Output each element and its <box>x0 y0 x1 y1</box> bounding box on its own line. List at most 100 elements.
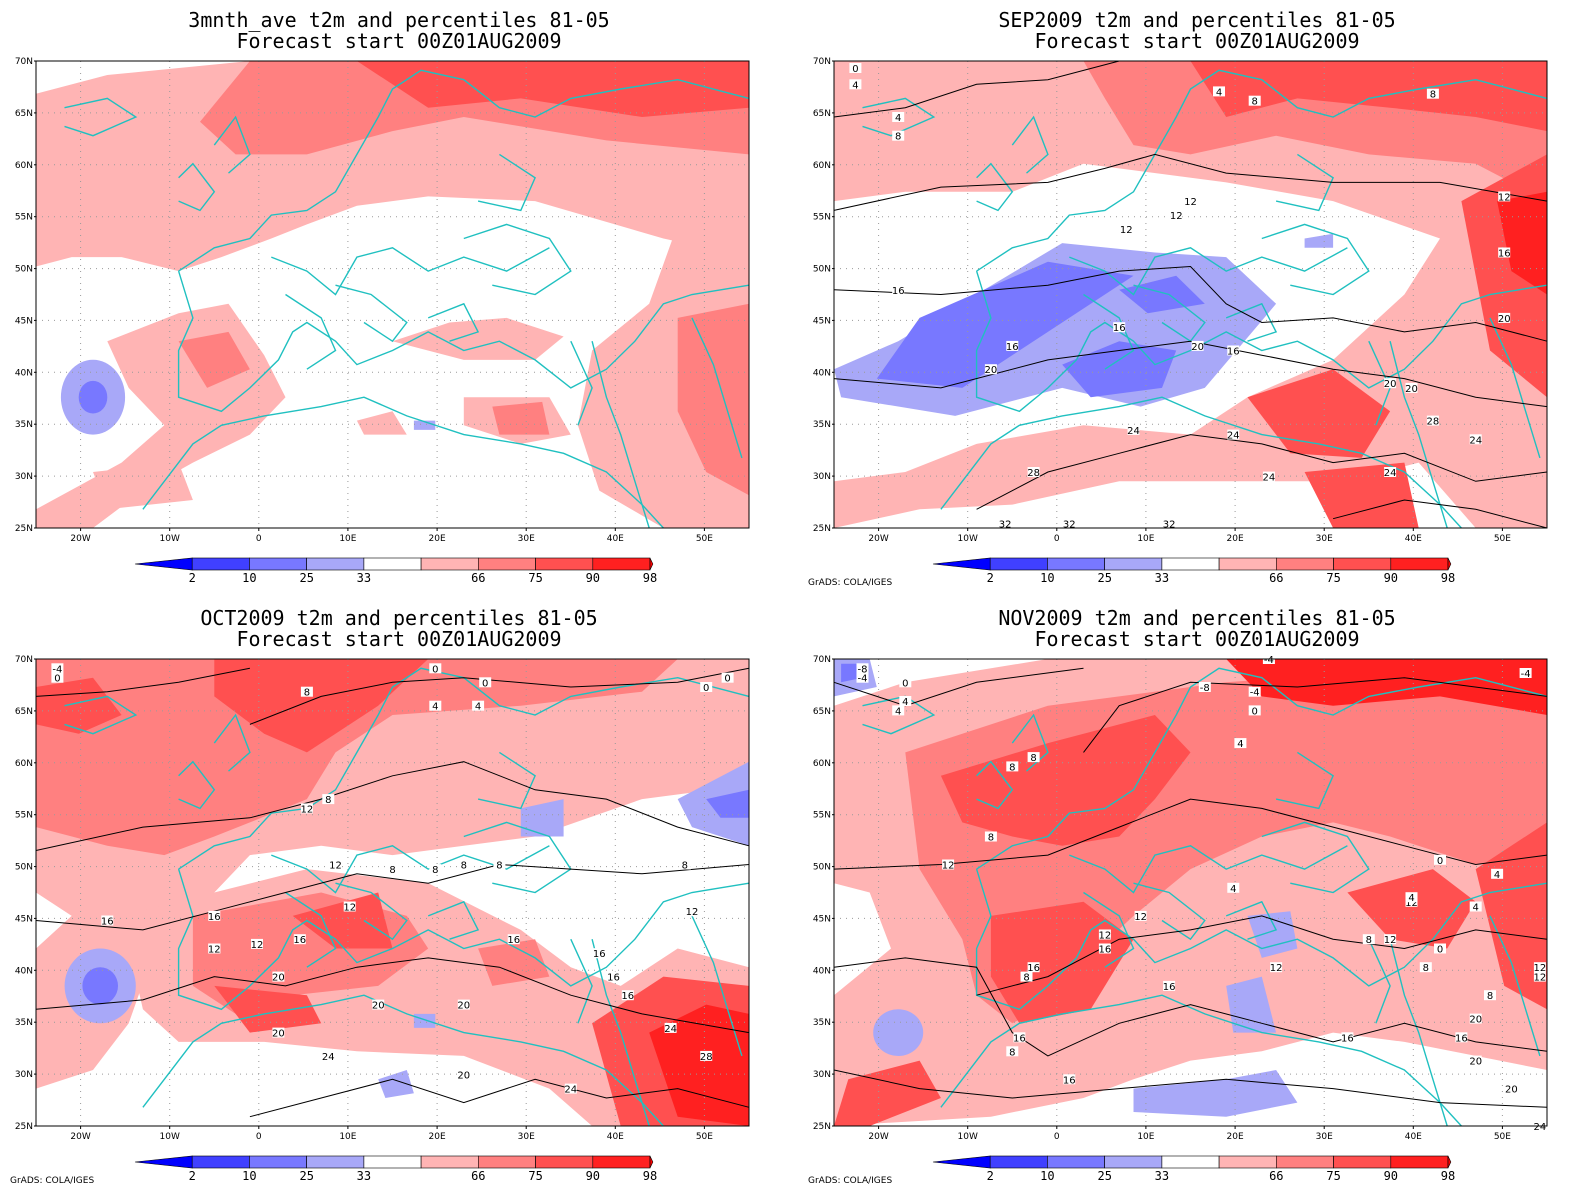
warm-shade-area <box>36 659 678 856</box>
coastline <box>427 900 480 940</box>
colorbar-label: 98 <box>1441 1169 1455 1183</box>
longitude-label: 20W <box>868 534 888 544</box>
latitude-label: 65N <box>15 707 33 717</box>
shading-layer <box>834 659 1547 1126</box>
coastline-layer <box>64 667 750 1127</box>
isotherm-label: 12 <box>1270 963 1283 974</box>
isotherm-label: 8 <box>432 865 438 876</box>
warm-shade-area <box>214 985 322 1033</box>
isotherm-label: 28 <box>700 1052 713 1063</box>
isotherm-label-bg <box>1498 312 1511 323</box>
cool-shade-area <box>520 799 564 837</box>
latitude-label: 40N <box>813 966 831 976</box>
latitude-label: 65N <box>15 109 33 119</box>
isotherm-label-bg <box>1341 1032 1354 1043</box>
coastline <box>862 97 936 137</box>
shading-layer <box>36 659 750 1126</box>
isotherm-label-bg <box>1063 518 1076 529</box>
isotherm-label: 4 <box>852 80 858 91</box>
longitude-label: 30E <box>1316 1132 1333 1142</box>
isotherm-label: 16 <box>1163 982 1176 993</box>
colorbar-swatch <box>989 1155 1048 1169</box>
warm-shade-area <box>292 892 393 949</box>
map-frame <box>35 60 750 529</box>
isotherm-label: 12 <box>1384 935 1397 946</box>
isotherm-label: 16 <box>507 935 520 946</box>
colorbar-label: 66 <box>471 1169 485 1183</box>
isotherm-label: 8 <box>895 132 901 143</box>
isotherm-label-bg <box>251 938 263 949</box>
coastline <box>976 760 1014 810</box>
coastline <box>1083 891 1135 968</box>
colorbar-swatch <box>1104 1155 1163 1169</box>
isotherm-label-bg <box>1426 88 1439 99</box>
isotherm-label-bg <box>700 1050 713 1061</box>
isotherm-label: 12 <box>1534 973 1547 984</box>
isotherm-label-bg <box>472 700 485 711</box>
warm-shade-area <box>649 1004 749 1126</box>
longitude-label: 10W <box>160 534 180 544</box>
isotherm-label-bg <box>899 677 912 688</box>
isotherm-label-bg <box>208 910 221 921</box>
colorbar-label: 90 <box>1384 1169 1398 1183</box>
isotherm-label: 12 <box>343 903 356 914</box>
coastline <box>1389 341 1448 529</box>
isotherm-label: 8 <box>496 861 502 872</box>
latitude-label: 35N <box>813 420 831 430</box>
colorbar-swatch <box>477 1155 536 1169</box>
latitude-label: 55N <box>813 811 831 821</box>
warm-shade-area <box>677 303 749 496</box>
isotherm-label: 4 <box>432 702 438 713</box>
isotherm-label: 24 <box>1384 468 1397 479</box>
colorbar-arrow-right <box>1447 557 1452 571</box>
isotherm-label-bg <box>1234 738 1247 749</box>
isotherm-label: 16 <box>607 973 620 984</box>
isotherm-label: 24 <box>1534 1122 1547 1133</box>
isotherm-line <box>249 1078 750 1118</box>
isotherm-label: 4 <box>1408 893 1414 904</box>
panel-subtitle: Forecast start 00Z01AUG2009 <box>1034 29 1360 53</box>
isotherm-label: 24 <box>1263 473 1276 484</box>
warm-shade-area <box>1347 869 1476 949</box>
isotherm-label: 0 <box>482 678 488 689</box>
isotherm-line <box>833 153 1548 211</box>
longitude-label: 20E <box>1227 534 1244 544</box>
isotherm-label: 12 <box>942 861 955 872</box>
warm-shade-area <box>940 715 1191 846</box>
isotherm-label-bg <box>1248 95 1261 106</box>
isotherm-label: 12 <box>1405 898 1418 909</box>
isotherm-line <box>976 434 1548 510</box>
isotherm-label: 8 <box>1252 97 1258 108</box>
isotherm-label-bg <box>208 943 221 954</box>
coastline <box>570 938 593 1024</box>
longitude-label: 50E <box>1494 534 1511 544</box>
coastline <box>213 115 251 174</box>
isotherm-label-bg <box>1533 971 1546 982</box>
coastline <box>1389 939 1448 1127</box>
isotherm-label-bg <box>293 934 306 945</box>
panel-title: SEP2009 t2m and percentiles 81-05 <box>998 8 1396 32</box>
isotherm-label: 16 <box>892 286 905 297</box>
coastline <box>427 302 480 342</box>
isotherm-label: 16 <box>1027 963 1040 974</box>
latitude-label: 40N <box>15 368 33 378</box>
coastline <box>1069 845 1348 894</box>
longitude-label: 10E <box>1137 534 1154 544</box>
colorbar-swatch <box>1218 1155 1277 1169</box>
isotherm-label-bg <box>1213 86 1225 97</box>
colorbar-swatch <box>592 557 651 571</box>
coastline <box>285 293 337 370</box>
longitude-label: 50E <box>696 534 713 544</box>
isotherm-label: 8 <box>325 795 331 806</box>
longitude-label: 20E <box>1227 1132 1244 1142</box>
coastline <box>1489 915 1541 1057</box>
latitude-label: 65N <box>813 109 831 119</box>
isotherm-label-bg <box>984 831 997 842</box>
isotherm-label-bg <box>429 663 442 674</box>
longitude-label: 30E <box>518 534 535 544</box>
isotherm-label: 16 <box>1113 323 1126 334</box>
isotherm-label-bg <box>1248 686 1261 697</box>
isotherm-label: 24 <box>322 1052 335 1063</box>
isotherm-label: 20 <box>1384 379 1397 390</box>
colorbar-label: 2 <box>189 1169 196 1183</box>
